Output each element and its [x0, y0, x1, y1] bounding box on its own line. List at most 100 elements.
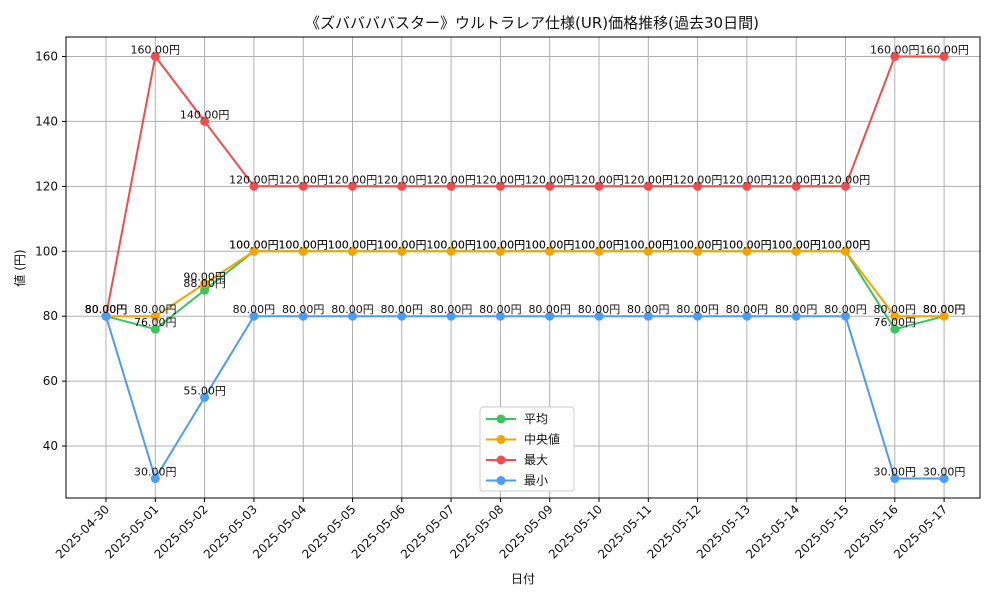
data-label: 100.00円	[229, 238, 279, 251]
data-label: 160.00円	[919, 43, 969, 56]
data-point	[298, 246, 308, 256]
data-point	[742, 181, 752, 191]
data-point	[298, 181, 308, 191]
data-label: 100.00円	[673, 238, 723, 251]
data-point	[150, 474, 160, 484]
data-point	[890, 311, 900, 321]
data-point	[298, 311, 308, 321]
legend-label: 最小	[524, 474, 548, 488]
data-label: 100.00円	[278, 238, 328, 251]
data-point	[939, 311, 949, 321]
data-label: 100.00円	[673, 238, 723, 251]
series-line	[105, 250, 945, 331]
data-point	[594, 311, 604, 321]
data-label: 80.00円	[85, 303, 128, 316]
data-label: 80.00円	[578, 303, 621, 316]
data-point	[841, 311, 850, 321]
data-point	[643, 311, 653, 321]
data-label: 160.00円	[870, 43, 920, 56]
x-axis-label: 日付	[511, 572, 535, 586]
data-point	[446, 246, 456, 256]
data-label: 80.00円	[726, 303, 769, 316]
legend-marker	[496, 435, 506, 444]
data-label: 100.00円	[722, 238, 772, 251]
y-tick-label: 160	[35, 49, 58, 63]
series-line	[105, 315, 945, 481]
y-tick-label: 140	[35, 114, 58, 128]
data-point	[841, 181, 850, 191]
data-label: 80.00円	[874, 303, 917, 316]
legend-label: 平均	[524, 412, 548, 426]
data-point	[545, 246, 555, 256]
data-label: 120.00円	[624, 173, 674, 186]
y-tick-label: 80	[43, 309, 58, 323]
data-label: 120.00円	[574, 173, 624, 186]
data-point	[693, 181, 703, 191]
data-point	[643, 246, 653, 256]
data-point	[841, 246, 850, 256]
data-point	[545, 311, 555, 321]
data-label: 76.00円	[134, 316, 177, 329]
data-point	[495, 181, 505, 191]
data-label: 80.00円	[134, 303, 177, 316]
data-label: 120.00円	[426, 173, 476, 186]
data-label: 55.00円	[183, 384, 226, 397]
data-point	[693, 311, 703, 321]
data-label: 80.00円	[331, 303, 374, 316]
data-point	[348, 246, 357, 256]
data-label: 120.00円	[673, 173, 723, 186]
data-label: 80.00円	[430, 303, 473, 316]
data-label: 100.00円	[328, 238, 378, 251]
plot-frame	[65, 36, 981, 499]
data-point	[890, 51, 900, 61]
data-point	[200, 279, 210, 289]
data-label: 100.00円	[328, 238, 378, 251]
data-label: 100.00円	[426, 238, 476, 251]
data-label: 80.00円	[479, 303, 522, 316]
legend-label: 最大	[524, 453, 548, 467]
data-label: 100.00円	[278, 238, 328, 251]
data-label: 80.00円	[85, 303, 128, 316]
data-label: 80.00円	[923, 303, 966, 316]
data-label: 100.00円	[229, 238, 279, 251]
data-point	[150, 51, 160, 61]
data-label: 80.00円	[923, 303, 966, 316]
data-label: 100.00円	[525, 238, 575, 251]
data-point	[495, 311, 505, 321]
data-point	[545, 181, 555, 191]
legend-marker	[496, 476, 506, 485]
data-point	[348, 311, 357, 321]
data-label: 120.00円	[229, 173, 279, 186]
data-label: 120.00円	[377, 173, 427, 186]
data-label: 76.00円	[874, 316, 917, 329]
data-label: 80.00円	[775, 303, 818, 316]
data-point	[939, 474, 949, 484]
data-point	[791, 311, 801, 321]
data-label: 30.00円	[134, 466, 177, 479]
data-point	[446, 181, 456, 191]
legend-marker	[496, 414, 506, 424]
data-point	[397, 181, 407, 191]
data-point	[890, 324, 900, 334]
data-point	[101, 311, 111, 321]
data-point	[200, 285, 210, 295]
data-point	[249, 311, 259, 321]
data-label: 100.00円	[722, 238, 772, 251]
y-axis-ticks: 40 60 80 100 120 140 160	[35, 49, 66, 453]
data-point	[200, 116, 210, 126]
data-label: 30.00円	[874, 466, 917, 479]
data-label: 90.00円	[183, 271, 226, 284]
data-point	[150, 311, 160, 321]
data-label: 88.00円	[183, 277, 226, 290]
data-point	[594, 181, 604, 191]
data-label: 100.00円	[377, 238, 427, 251]
data-label: 100.00円	[525, 238, 575, 251]
data-label: 120.00円	[722, 173, 772, 186]
data-label: 80.00円	[381, 303, 424, 316]
data-label: 100.00円	[771, 238, 821, 251]
data-label: 120.00円	[278, 173, 328, 186]
data-point	[742, 311, 752, 321]
